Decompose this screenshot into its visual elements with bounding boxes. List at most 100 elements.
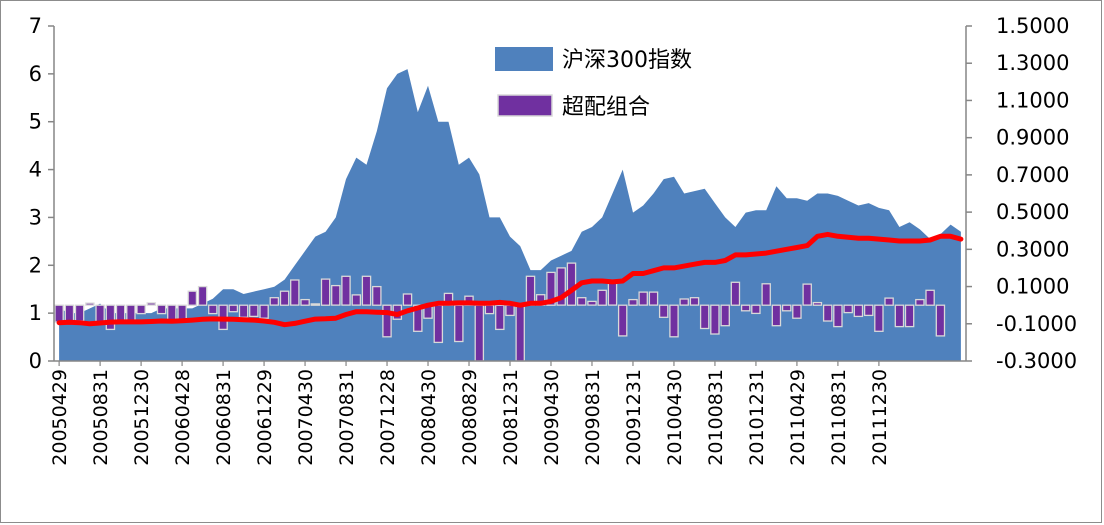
- overweight-bar: [689, 297, 700, 306]
- left-tick-label: 2: [29, 253, 42, 277]
- overweight-bar: [556, 267, 566, 306]
- overweight-bar: [566, 262, 577, 306]
- overweight-bar: [290, 279, 300, 306]
- overweight-bar: [279, 290, 290, 306]
- overweight-bar: [505, 304, 515, 317]
- overweight-bar: [300, 298, 310, 306]
- x-tick-label: 20111230: [869, 369, 891, 466]
- overweight-bar: [228, 304, 239, 313]
- overweight-bar: [85, 302, 95, 306]
- x-tick-label: 20060831: [213, 369, 235, 466]
- overweight-bar: [812, 301, 823, 306]
- x-tick-label: 20080829: [459, 369, 481, 466]
- overweight-bar: [740, 304, 751, 312]
- overweight-bar: [331, 284, 341, 306]
- overweight-bar: [433, 304, 444, 344]
- overweight-bar: [95, 304, 105, 323]
- right-tick-label: 0.3000: [996, 237, 1069, 261]
- overweight-bar: [720, 304, 730, 327]
- overweight-bar: [259, 304, 269, 319]
- overweight-bar: [781, 304, 792, 312]
- left-tick-label: 6: [29, 62, 42, 86]
- overweight-bar: [822, 304, 833, 322]
- x-tick-label: 20070430: [295, 369, 317, 466]
- overweight-bar: [915, 298, 925, 306]
- x-tick-label: 20071228: [377, 369, 399, 466]
- overweight-bar: [884, 297, 894, 306]
- overweight-bar: [546, 271, 556, 306]
- x-tick-label: 20101231: [746, 369, 768, 466]
- overweight-bar: [597, 289, 607, 306]
- overweight-bar: [792, 304, 802, 319]
- overweight-bar: [587, 300, 597, 306]
- left-tick-label: 3: [29, 205, 42, 229]
- x-tick-label: 20090831: [582, 369, 604, 466]
- overweight-bar: [669, 304, 679, 338]
- right-tick-label: 0.1000: [996, 275, 1069, 299]
- x-tick-label: 20080430: [418, 369, 440, 466]
- left-tick-label: 0: [29, 349, 42, 373]
- overweight-bar: [576, 297, 587, 306]
- overweight-bar: [495, 304, 505, 331]
- x-tick-label: 20081231: [500, 369, 522, 466]
- overweight-bar: [638, 291, 648, 306]
- overweight-bar: [833, 304, 843, 328]
- x-tick-label: 20090430: [541, 369, 563, 466]
- legend: 沪深300指数 超配组合: [495, 47, 692, 120]
- x-tick-label: 20091231: [623, 369, 645, 466]
- overweight-bar: [515, 304, 525, 362]
- x-tick-label: 20100831: [705, 369, 727, 466]
- overweight-bar: [454, 304, 464, 343]
- overweight-bar: [904, 304, 915, 328]
- overweight-bar: [843, 304, 853, 314]
- overweight-bar: [136, 304, 146, 315]
- overweight-bar: [894, 304, 905, 328]
- overweight-bar: [658, 304, 669, 318]
- overweight-bar: [372, 285, 382, 306]
- overweight-bar: [64, 304, 75, 323]
- overweight-bar: [382, 304, 392, 338]
- overweight-bar: [351, 294, 362, 306]
- overweight-bar: [863, 304, 874, 317]
- overweight-bar: [699, 304, 710, 330]
- cumulative-excess-line: [56, 231, 964, 328]
- overweight-bar: [648, 291, 659, 306]
- legend-swatch-index: [495, 47, 553, 71]
- right-tick-label: 0.9000: [996, 126, 1069, 150]
- legend-swatch-overweight: [497, 94, 553, 117]
- overweight-bar: [413, 304, 423, 332]
- x-tick-label: 20110831: [828, 369, 850, 466]
- right-tick-label: 1.5000: [996, 14, 1069, 38]
- x-tick-label: 20061229: [254, 369, 276, 466]
- overweight-bar: [730, 281, 741, 306]
- overweight-bar: [208, 304, 218, 315]
- x-tick-label: 20070831: [336, 369, 358, 466]
- overweight-bar: [484, 304, 495, 315]
- overweight-bar: [105, 304, 116, 331]
- overweight-bar: [935, 304, 946, 337]
- overweight-bar: [628, 298, 638, 306]
- cumulative-excess-line-series: [56, 231, 964, 328]
- left-tick-label: 4: [29, 158, 42, 182]
- overweight-bar: [710, 304, 720, 335]
- left-tick-label: 7: [29, 14, 42, 38]
- overweight-bar: [853, 304, 864, 318]
- x-tick-label: 20051230: [131, 369, 153, 466]
- overweight-bar: [402, 293, 413, 306]
- x-tick-label: 20050831: [90, 369, 112, 466]
- overweight-bar: [310, 303, 321, 306]
- x-tick-label: 20050429: [49, 369, 71, 466]
- overweight-bar: [361, 275, 372, 306]
- overweight-bar: [197, 285, 208, 306]
- right-tick-label: -0.3000: [996, 349, 1077, 373]
- right-tick-label: 1.1000: [996, 88, 1069, 112]
- overweight-bar: [607, 282, 618, 306]
- overweight-bar: [679, 298, 689, 306]
- overweight-bar: [238, 304, 249, 318]
- overweight-bar: [320, 278, 331, 306]
- overweight-bar: [146, 302, 157, 306]
- left-tick-label: 1: [29, 301, 42, 325]
- overweight-bar: [525, 275, 536, 306]
